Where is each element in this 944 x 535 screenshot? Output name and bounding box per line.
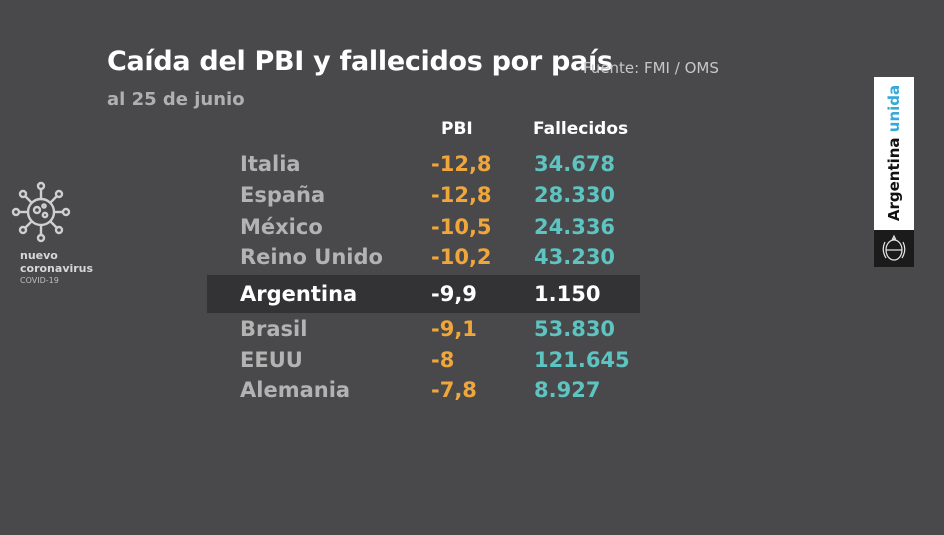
- fallecidos-cell: 28.330: [534, 183, 616, 207]
- fallecidos-cell: 34.678: [534, 152, 616, 176]
- pbi-cell: -9,1: [431, 317, 477, 341]
- brand-card: Argentina unida: [874, 77, 914, 267]
- pbi-cell: -12,8: [431, 152, 492, 176]
- country-cell: Italia: [240, 152, 301, 176]
- fallecidos-cell: 24.336: [534, 215, 616, 239]
- fallecidos-cell: 121.645: [534, 348, 630, 372]
- logo-line-2: coronavirus: [20, 262, 94, 275]
- country-cell: México: [240, 215, 323, 239]
- country-cell: España: [240, 183, 326, 207]
- table-row: Brasil -9,1 53.830: [0, 314, 944, 344]
- table-row: Alemania -7,8 8.927: [0, 375, 944, 405]
- chart-title: Caída del PBI y fallecidos por país: [107, 46, 613, 77]
- fallecidos-cell: 8.927: [534, 378, 601, 402]
- column-header-fallecidos: Fallecidos: [533, 119, 629, 139]
- pbi-cell: -8: [431, 348, 455, 372]
- brand-word-1: Argentina: [885, 137, 903, 222]
- coronavirus-icon: [11, 181, 71, 243]
- country-cell: EEUU: [240, 348, 303, 372]
- pbi-cell: -10,5: [431, 215, 492, 239]
- fallecidos-cell: 53.830: [534, 317, 616, 341]
- pbi-cell: -9,9: [431, 282, 477, 306]
- country-cell: Alemania: [240, 378, 351, 402]
- pbi-cell: -12,8: [431, 183, 492, 207]
- pbi-cell: -10,2: [431, 245, 492, 269]
- source-label: Fuente: FMI / OMS: [583, 59, 719, 77]
- table-row: México -10,5 24.336: [0, 212, 944, 242]
- column-header-pbi: PBI: [441, 119, 473, 139]
- logo-line-3: COVID-19: [20, 276, 59, 285]
- brand-word-2: unida: [885, 84, 903, 133]
- pbi-cell: -7,8: [431, 378, 477, 402]
- fallecidos-cell: 1.150: [534, 282, 601, 306]
- table-row: Italia -12,8 34.678: [0, 149, 944, 179]
- country-cell: Reino Unido: [240, 245, 383, 269]
- national-emblem-icon: [874, 230, 914, 267]
- logo-line-1: nuevo: [20, 249, 58, 262]
- chart-subtitle: al 25 de junio: [107, 89, 245, 110]
- fallecidos-cell: 43.230: [534, 245, 616, 269]
- highlight-band: [207, 275, 640, 313]
- brand-wordmark: Argentina unida: [885, 85, 903, 221]
- country-cell: Argentina: [240, 282, 358, 306]
- table-row: EEUU -8 121.645: [0, 345, 944, 375]
- table-row: Reino Unido -10,2 43.230: [0, 242, 944, 272]
- table-row: Argentina -9,9 1.150: [0, 275, 944, 313]
- country-cell: Brasil: [240, 317, 308, 341]
- table-row: España -12,8 28.330: [0, 180, 944, 210]
